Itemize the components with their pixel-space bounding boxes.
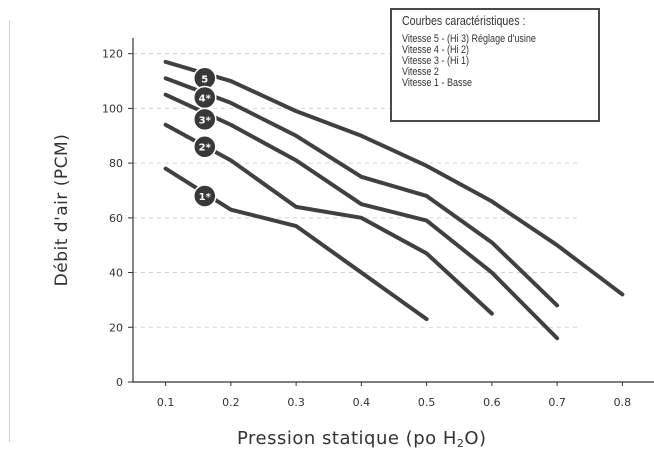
series-badge-label: 4* xyxy=(199,93,212,104)
series-badge-label: 1* xyxy=(199,192,212,203)
x-axis-label-main: Pression statique (po H xyxy=(237,428,457,449)
x-tick-label: 0.3 xyxy=(287,396,305,409)
x-tick-label: 0.2 xyxy=(222,396,240,409)
y-tick-label: 0 xyxy=(116,376,123,389)
y-tick-label: 80 xyxy=(109,157,123,170)
series-badge xyxy=(193,134,217,159)
x-tick-label: 0.5 xyxy=(418,396,436,409)
series-line xyxy=(163,59,625,297)
series-badge-label: 5 xyxy=(201,74,208,85)
x-tick-label: 0.1 xyxy=(157,396,175,409)
series-badge-label: 3* xyxy=(199,115,212,126)
series-line xyxy=(163,122,494,316)
legend: Courbes caractéristiques : Vitesse 5 - (… xyxy=(390,8,600,122)
x-axis-label-sub: 2 xyxy=(456,437,465,450)
x-tick-label: 0.4 xyxy=(353,396,371,409)
y-tick-label: 100 xyxy=(102,102,123,115)
legend-item: Vitesse 2 xyxy=(402,66,439,78)
series-badge xyxy=(193,184,217,208)
y-tick-label: 40 xyxy=(109,267,123,280)
x-tick-label: 0.8 xyxy=(614,396,632,409)
series-line xyxy=(163,92,560,341)
left-divider xyxy=(9,20,10,442)
y-tick-label: 20 xyxy=(109,321,123,334)
series-line xyxy=(163,76,560,308)
x-tick-label: 0.6 xyxy=(483,396,501,409)
legend-item: Vitesse 1 - Basse xyxy=(402,77,473,89)
y-tick-label: 120 xyxy=(102,48,123,61)
x-tick-label: 0.7 xyxy=(548,396,566,409)
y-tick-label: 60 xyxy=(109,212,123,225)
legend-item: Vitesse 4 - (Hi 2) xyxy=(402,44,470,56)
y-axis-label: Débit d'air (PCM) xyxy=(52,133,72,287)
x-axis-label: Pression statique (po H2O) xyxy=(237,428,487,450)
legend-item: Vitesse 5 - (Hi 3) Réglage d'usine xyxy=(402,33,536,45)
x-axis-label-end: O) xyxy=(464,428,487,449)
series-badge-label: 2* xyxy=(199,143,212,154)
legend-item: Vitesse 3 - (Hi 1) xyxy=(402,55,470,67)
legend-title: Courbes caractéristiques : xyxy=(402,14,526,28)
series-badge xyxy=(193,107,217,132)
